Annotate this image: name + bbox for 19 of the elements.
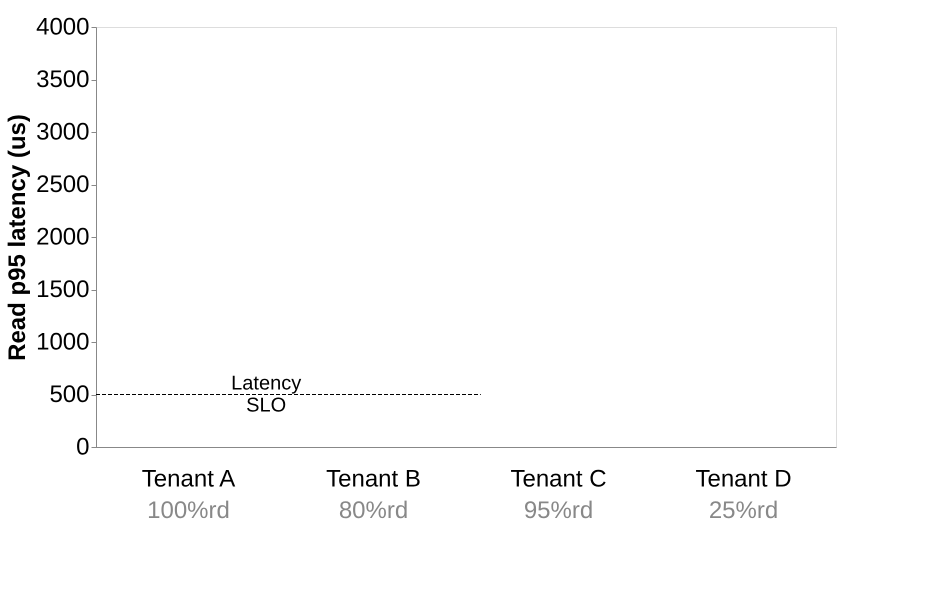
y-tick-label: 3000 xyxy=(36,118,90,146)
x-tick-label: Tenant B xyxy=(326,466,421,492)
y-tick-label: 4000 xyxy=(36,14,90,40)
y-tick-label: 3500 xyxy=(36,66,90,93)
y-tick-label: 500 xyxy=(49,381,90,408)
y-tick-label: 2000 xyxy=(36,224,90,250)
y-tick-label: 0 xyxy=(76,434,90,460)
x-tick-label: Tenant C xyxy=(510,466,607,492)
y-tick-label: 1000 xyxy=(36,328,90,356)
x-tick-label: Tenant A xyxy=(142,466,236,492)
text: 100%rd xyxy=(147,497,230,524)
y-tick-label: 2500 xyxy=(36,171,90,198)
y-tick-label: 1500 xyxy=(36,276,90,303)
text: 95%rd xyxy=(524,497,594,524)
text: 80%rd xyxy=(338,497,408,524)
ref-line-label: Latency SLO xyxy=(231,372,302,416)
y-axis-title: Read p95 latency (us) xyxy=(4,114,32,361)
text: 25%rd xyxy=(708,497,778,524)
x-tick-label: Tenant D xyxy=(695,466,792,492)
